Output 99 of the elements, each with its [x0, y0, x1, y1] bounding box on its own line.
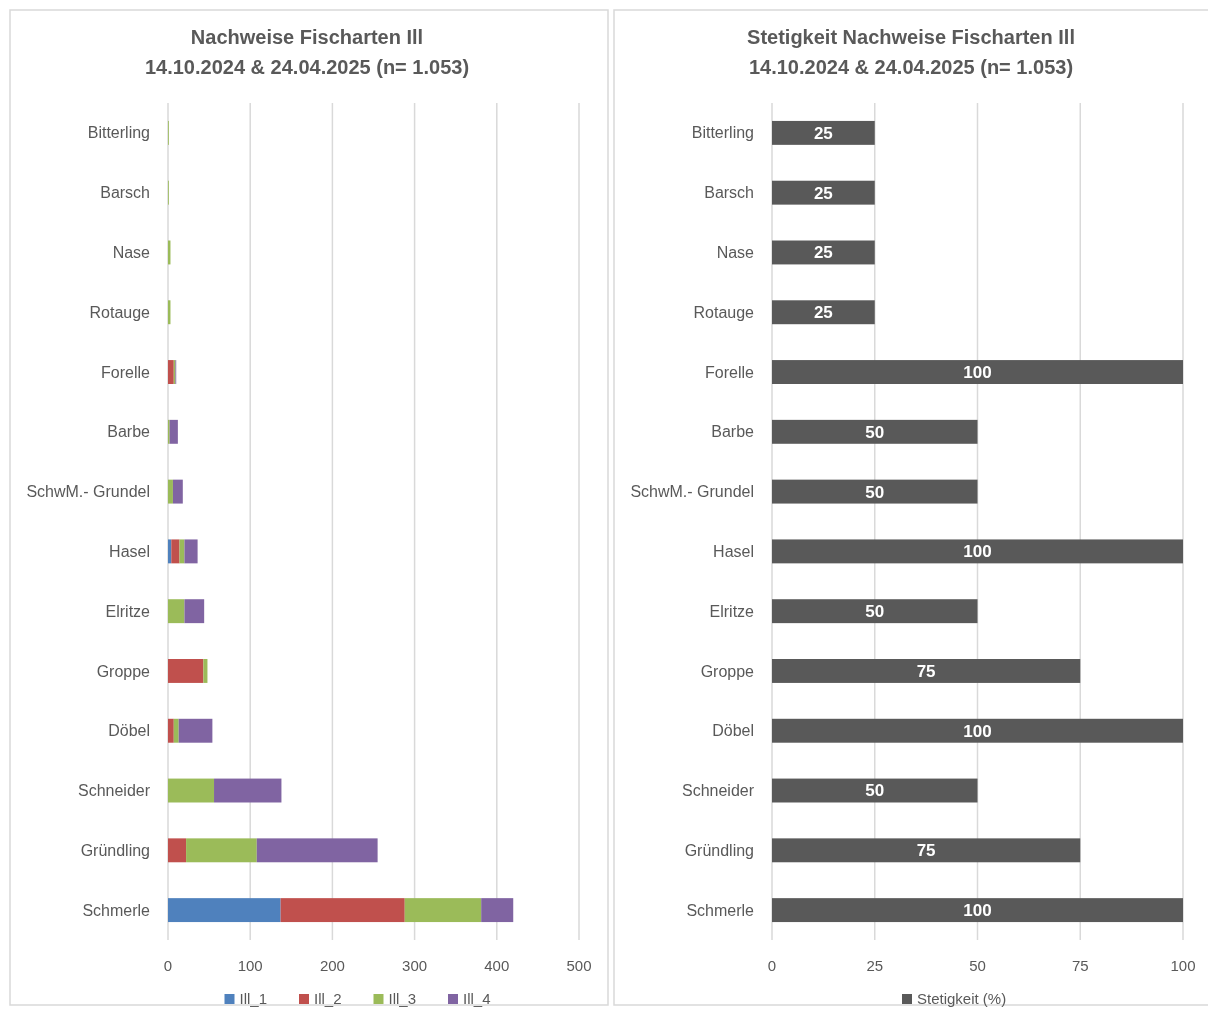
- data-label: 25: [813, 183, 833, 203]
- x-tick-label: 75: [1071, 957, 1089, 974]
- y-tick-label: Schneider: [77, 782, 151, 800]
- y-tick-label: Schmerle: [82, 901, 151, 919]
- chart-title: Stetigkeit Nachweise Fischarten Ill: [747, 26, 1075, 48]
- bar: [168, 599, 185, 624]
- bar: [168, 898, 281, 923]
- bar: [184, 539, 198, 564]
- bar: [184, 599, 205, 624]
- data-label: 50: [865, 422, 885, 442]
- bar: [772, 360, 1183, 384]
- y-tick-label: Forelle: [705, 363, 755, 381]
- bar: [772, 539, 1183, 564]
- y-tick-label: Bitterling: [691, 124, 754, 142]
- legend-label: Stetigkeit (%): [917, 990, 1007, 1007]
- legend-label: Ill_2: [314, 990, 342, 1007]
- data-label: 50: [865, 602, 885, 622]
- bar: [256, 838, 378, 863]
- x-tick-label: 0: [767, 957, 777, 974]
- data-label: 25: [813, 123, 833, 143]
- chart-subtitle: 14.10.2024 & 24.04.2025 (n= 1.053): [144, 56, 470, 78]
- y-tick-label: Barbe: [711, 423, 755, 441]
- bar: [171, 539, 180, 564]
- legend-label: Ill_1: [239, 990, 268, 1007]
- data-label: 100: [963, 362, 992, 382]
- bar: [168, 718, 174, 743]
- bar: [772, 659, 1081, 683]
- y-tick-label: Groppe: [700, 662, 755, 680]
- data-label: 100: [963, 721, 992, 741]
- y-tick-label: SchwM.- Grundel: [26, 483, 150, 501]
- bar: [168, 539, 172, 564]
- bar: [772, 240, 875, 265]
- x-tick-label: 400: [484, 957, 510, 974]
- y-tick-label: Hasel: [109, 542, 150, 560]
- y-tick-label: Rotauge: [693, 303, 755, 321]
- data-label: 100: [963, 901, 992, 921]
- bar: [772, 180, 875, 205]
- data-label: 75: [916, 661, 936, 681]
- bar: [772, 898, 1183, 923]
- y-tick-label: Gründling: [684, 841, 754, 859]
- bar: [168, 838, 187, 863]
- bar: [772, 838, 1081, 863]
- chart-subtitle: 14.10.2024 & 24.04.2025 (n= 1.053): [748, 56, 1074, 78]
- data-label: 75: [916, 841, 936, 861]
- bar: [168, 360, 174, 384]
- y-tick-label: Forelle: [101, 363, 151, 381]
- data-label: 25: [813, 243, 833, 263]
- bar: [168, 778, 215, 803]
- bar: [172, 479, 183, 504]
- y-tick-label: Rotauge: [89, 303, 151, 321]
- y-tick-label: Schmerle: [686, 901, 755, 919]
- y-tick-label: Barsch: [704, 184, 754, 202]
- legend-label: Ill_4: [463, 990, 491, 1007]
- x-tick-label: 50: [969, 957, 986, 974]
- data-label: 25: [813, 303, 833, 323]
- y-tick-label: Groppe: [96, 662, 151, 680]
- y-tick-label: Nase: [716, 244, 755, 262]
- legend-label: Ill_3: [388, 990, 417, 1007]
- y-tick-label: Nase: [112, 244, 151, 262]
- bar: [772, 120, 875, 145]
- y-tick-label: Barbe: [107, 423, 151, 441]
- y-tick-label: Elritze: [105, 602, 151, 620]
- bar: [178, 718, 213, 743]
- y-tick-label: Hasel: [713, 542, 754, 560]
- bar: [173, 718, 179, 743]
- bar: [772, 718, 1183, 743]
- bar: [169, 419, 178, 444]
- bar: [404, 898, 482, 923]
- bar: [203, 659, 208, 683]
- bar: [772, 599, 978, 624]
- bar: [481, 898, 514, 923]
- y-tick-label: Döbel: [108, 722, 150, 740]
- y-tick-label: Elritze: [709, 602, 755, 620]
- data-label: 50: [865, 781, 885, 801]
- y-tick-label: Schneider: [681, 782, 755, 800]
- bar: [186, 838, 257, 863]
- bar: [280, 898, 405, 923]
- y-tick-label: Barsch: [100, 184, 150, 202]
- bar: [772, 778, 978, 803]
- x-tick-label: 200: [319, 957, 345, 974]
- bar: [168, 659, 204, 683]
- data-label: 50: [865, 482, 885, 502]
- bar: [772, 479, 978, 504]
- x-tick-label: 300: [402, 957, 428, 974]
- chart-title: Nachweise Fischarten Ill: [190, 26, 424, 48]
- bar: [168, 479, 173, 504]
- x-tick-label: 500: [566, 957, 592, 974]
- bar: [214, 778, 282, 803]
- data-label: 100: [963, 542, 992, 562]
- x-tick-label: 100: [1170, 957, 1196, 974]
- x-tick-label: 100: [237, 957, 263, 974]
- y-tick-label: Döbel: [712, 722, 754, 740]
- y-tick-label: Bitterling: [87, 124, 150, 142]
- bar: [772, 300, 875, 325]
- x-tick-label: 0: [163, 957, 173, 974]
- bar: [772, 419, 978, 444]
- x-tick-label: 25: [866, 957, 884, 974]
- y-tick-label: SchwM.- Grundel: [630, 483, 754, 501]
- y-tick-label: Gründling: [80, 841, 150, 859]
